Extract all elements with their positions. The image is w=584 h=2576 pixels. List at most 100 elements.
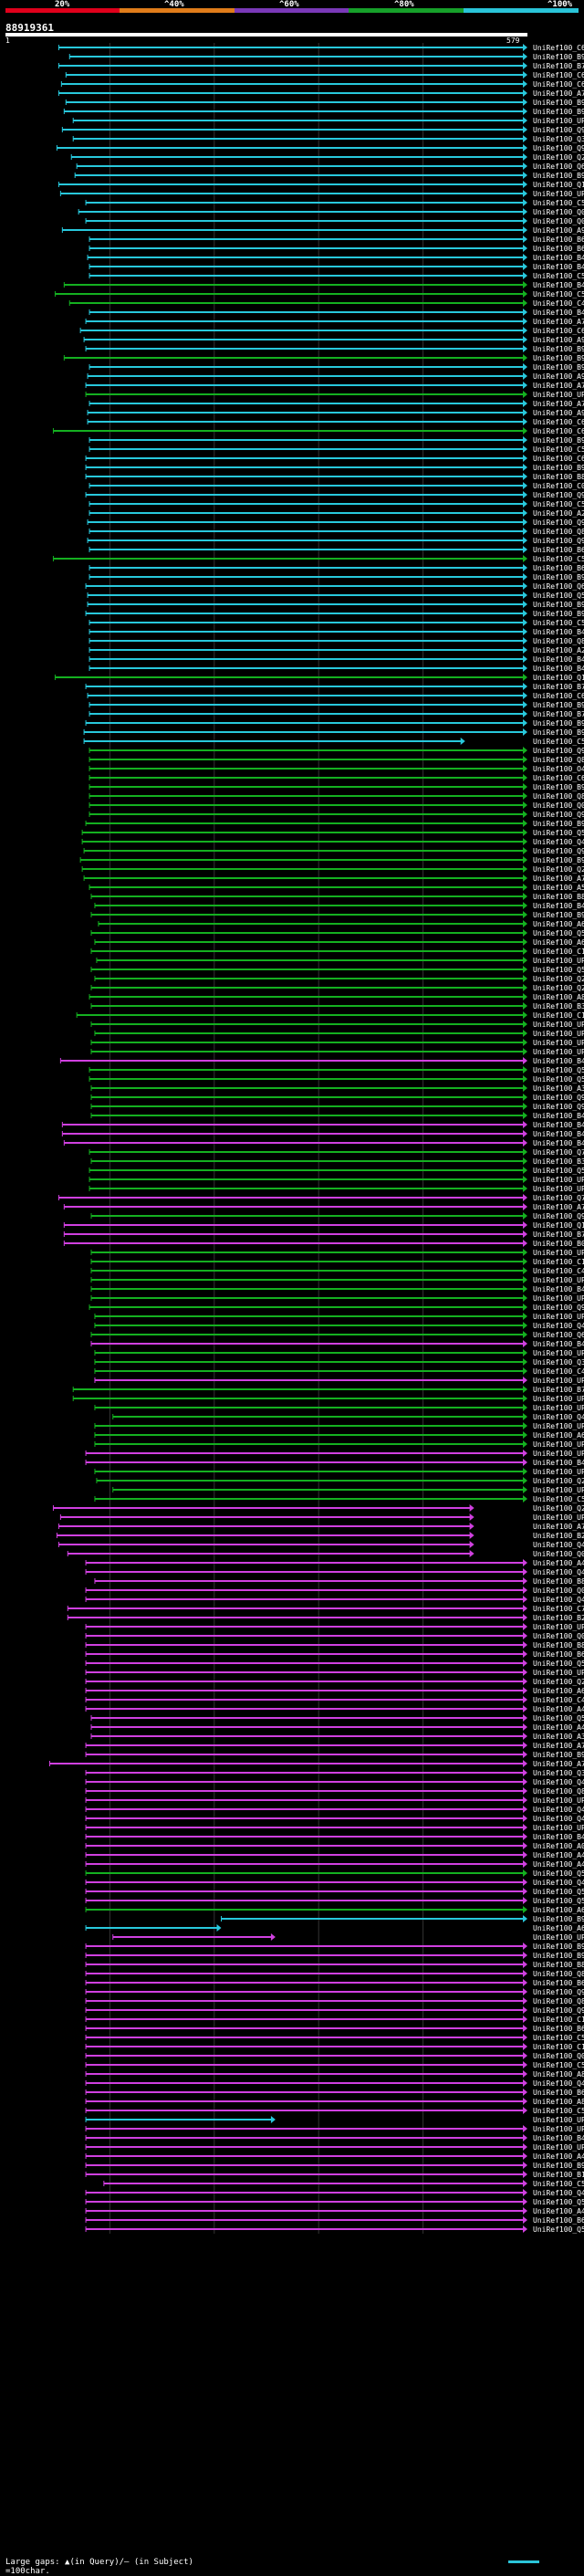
hit-arrow	[523, 1276, 527, 1283]
hit-label: UniRef100_Q7PVT0	[533, 1194, 584, 1202]
hit-arrow	[523, 1824, 527, 1831]
hit-arrow	[523, 1075, 527, 1083]
hit-label: UniRef100_Q00PV2	[533, 1586, 584, 1595]
hit-label: UniRef100_A7NTU0	[533, 382, 584, 390]
hit-arrow	[523, 1468, 527, 1475]
hit-label: UniRef100_B6JX14	[533, 1979, 584, 1987]
hit-arrow	[523, 2079, 527, 2087]
hit-label: UniRef100_Q0QZM1	[533, 1632, 584, 1640]
hit-label: UniRef100_C5WNP0	[533, 290, 584, 298]
hit-arrow	[523, 500, 527, 508]
hit-label: UniRef100_C5Z264	[533, 2034, 584, 2042]
hit-label: UniRef100_C5XRZ7	[533, 272, 584, 280]
hit-label: UniRef100_B6UBK3	[533, 564, 584, 572]
hit-arrow	[523, 1833, 527, 1840]
hit-arrow	[523, 2034, 527, 2041]
hit-arrow	[523, 2171, 527, 2178]
hit-label: UniRef100_B0WGU4	[533, 1240, 584, 1248]
hit-label: UniRef100_B4FNW3	[533, 309, 584, 317]
hit-arrow	[523, 2089, 527, 2096]
hit-arrow	[469, 1532, 474, 1539]
hit-arrow	[523, 1431, 527, 1439]
hit-label: UniRef100_B9FIT9	[533, 2162, 584, 2170]
hit-label: UniRef100_UP1000..	[533, 1294, 584, 1303]
hit-arrow	[523, 1641, 527, 1649]
hit-label: UniRef100_B9HG35	[533, 172, 584, 180]
legend-segment-40	[120, 8, 235, 13]
hit-arrow	[523, 719, 527, 727]
hit-label: UniRef100_B9HHU3	[533, 728, 584, 737]
hit-arrow	[523, 172, 527, 179]
hit-arrow	[523, 80, 527, 88]
hit-label: UniRef100_B2VD31	[533, 1614, 584, 1622]
hit-label: UniRef100_B7QH17	[533, 1230, 584, 1239]
hit-label: UniRef100_B2AY55	[533, 1532, 584, 1540]
hit-label: UniRef100_A7PE26	[533, 318, 584, 326]
hit-label: UniRef100_B4FDE6	[533, 263, 584, 271]
hit-label: UniRef100_B7FLD0	[533, 62, 584, 70]
hit-label: UniRef100_Q1W756	[533, 181, 584, 189]
hit-label: UniRef100_Q54T20	[533, 966, 584, 974]
hit-arrow	[523, 582, 527, 590]
hit-arrow	[523, 1422, 527, 1429]
hit-arrow	[523, 564, 527, 571]
hit-label: UniRef100_Q93VG8	[533, 144, 584, 152]
hit-label: UniRef100_B8LQ84	[533, 1577, 584, 1586]
hit-arrow	[523, 1660, 527, 1667]
hit-arrow	[523, 1094, 527, 1101]
hit-label: UniRef100_Q5R4S6	[533, 1075, 584, 1084]
hit-arrow	[523, 455, 527, 462]
hit-arrow	[523, 1723, 527, 1731]
hit-label: UniRef100_Q5CU13	[533, 1869, 584, 1878]
hit-label: UniRef100_UP1000..	[533, 117, 584, 125]
hit-arrow	[523, 299, 527, 307]
hit-label: UniRef100_Q0U1T0	[533, 1550, 584, 1558]
hit-label: UniRef100_A4E0Q3	[533, 1723, 584, 1732]
hit-label: UniRef100_B6U076	[533, 2089, 584, 2097]
hit-label: UniRef100_B8LL65	[533, 473, 584, 481]
hit-label: UniRef100_B8B3H7	[533, 893, 584, 901]
hit-arrow	[523, 44, 527, 51]
hit-label: UniRef100_B4MK36	[533, 1285, 584, 1293]
hit-arrow	[523, 1632, 527, 1639]
hit-arrow	[523, 1796, 527, 1804]
legend-label-100: ^100%	[548, 0, 573, 9]
hit-label: UniRef100_A6RS66	[533, 1924, 584, 1932]
hit-arrow	[523, 1367, 527, 1375]
hit-label: UniRef100_A6RVZ6	[533, 1906, 584, 1914]
hit-arrow	[523, 1221, 527, 1229]
hit-label: UniRef100_A4REE3	[533, 1705, 584, 1713]
hit-arrow	[523, 354, 527, 361]
hit-label: UniRef100_Q6W610	[533, 162, 584, 171]
hit-arrow	[523, 1103, 527, 1110]
hit-arrow	[523, 2070, 527, 2078]
hit-arrow	[523, 1705, 527, 1712]
hit-label: UniRef100_A8IPU3	[533, 2070, 584, 2079]
hit-arrow	[523, 418, 527, 425]
hit-arrow	[523, 1112, 527, 1119]
legend-label-20: 20%	[55, 0, 70, 9]
hit-label: UniRef100_A0U147	[533, 1842, 584, 1850]
hit-label: UniRef100_B7FLD6	[533, 683, 584, 691]
hit-label: UniRef100_Q8SS97	[533, 637, 584, 645]
hit-label: UniRef100_B7FLT5	[533, 710, 584, 718]
hit-label: UniRef100_B9RZB9	[533, 601, 584, 609]
hit-arrow	[523, 2043, 527, 2050]
hit-label: UniRef100_B9N5J0	[533, 573, 584, 581]
hit-arrow	[523, 1742, 527, 1749]
scale-line	[508, 2560, 540, 2563]
hit-arrow	[523, 975, 527, 982]
hit-label: UniRef100_UP1000..	[533, 1486, 584, 1494]
hit-label: UniRef100_A2IB52	[533, 646, 584, 654]
hit-arrow	[523, 1988, 527, 1995]
hit-arrow	[523, 126, 527, 133]
hit-arrow	[523, 692, 527, 699]
hit-label: UniRef100_Q23074	[533, 984, 584, 992]
hit-arrow	[523, 2052, 527, 2059]
hit-arrow	[523, 1404, 527, 1411]
hit-label: UniRef100_C6TEF0	[533, 80, 584, 89]
hit-label: UniRef100_A6NI10	[533, 938, 584, 947]
hit-arrow	[523, 2180, 527, 2187]
hit-label: UniRef100_Q93XI9	[533, 811, 584, 819]
hit-arrow	[523, 1760, 527, 1767]
